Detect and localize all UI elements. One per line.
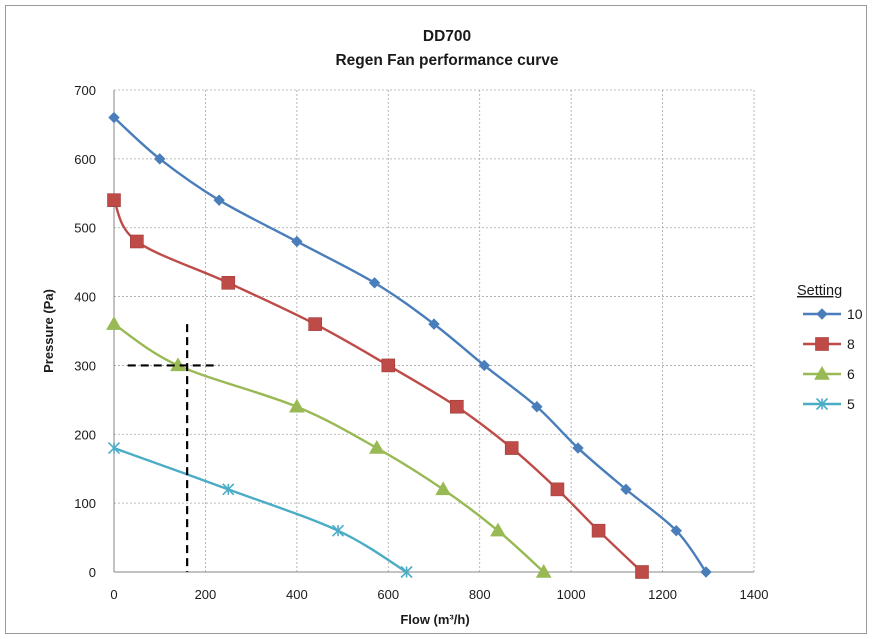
- x-tick-label: 1400: [740, 587, 769, 602]
- data-point-10: [531, 401, 543, 413]
- data-point-5: [331, 524, 345, 537]
- legend-item-10: 10: [803, 306, 863, 322]
- data-point-10: [108, 111, 120, 124]
- legend-label: 10: [847, 306, 863, 322]
- tick-labels: 0 200 400 600 800 1000 1200 1400 0 100 200 300 400 50…: [74, 83, 768, 602]
- reference-lines: [127, 324, 220, 572]
- data-point-6: [368, 440, 385, 454]
- x-tick-label: 600: [377, 587, 399, 602]
- y-tick-label: 400: [74, 290, 96, 305]
- grid: [114, 89, 755, 572]
- legend-marker: [816, 308, 828, 320]
- legend-label: 6: [847, 366, 855, 382]
- data-point-10: [670, 524, 682, 537]
- data-point-10: [291, 235, 303, 248]
- data-point-8: [381, 358, 396, 373]
- series-6: [106, 316, 552, 578]
- data-point-6: [535, 563, 552, 578]
- series-8: [107, 193, 649, 579]
- chart-title: DD700: [423, 28, 471, 45]
- data-point-6: [435, 481, 452, 496]
- y-tick-label: 500: [74, 221, 96, 236]
- legend-marker: [814, 365, 830, 380]
- data-point-6: [288, 398, 305, 413]
- y-tick-label: 300: [74, 358, 96, 373]
- data-point-10: [368, 277, 381, 289]
- data-point-8: [130, 234, 144, 249]
- x-axis-label: Flow (m³/h): [400, 612, 469, 627]
- data-point-8: [550, 482, 565, 497]
- y-axis-label: Pressure (Pa): [41, 289, 56, 373]
- data-point-8: [221, 275, 236, 290]
- y-tick-label: 200: [74, 427, 96, 442]
- legend-title: Setting: [797, 283, 842, 299]
- data-point-10: [700, 566, 712, 578]
- x-tick-label: 1200: [648, 587, 677, 602]
- y-tick-label: 600: [74, 152, 96, 167]
- y-tick-label: 0: [89, 565, 96, 580]
- legend-item-5: 5: [803, 396, 855, 412]
- data-point-10: [478, 359, 490, 372]
- legend-label: 8: [847, 336, 855, 352]
- y-tick-label: 100: [74, 496, 96, 511]
- chart-frame: [5, 5, 867, 634]
- data-point-8: [504, 441, 519, 455]
- y-tick-label: 700: [74, 83, 96, 98]
- legend-marker: [815, 397, 829, 411]
- data-point-8: [635, 565, 649, 579]
- x-tick-label: 0: [110, 587, 117, 602]
- legend-label: 5: [847, 396, 855, 412]
- data-point-10: [620, 483, 632, 496]
- data-point-10: [154, 153, 166, 165]
- data-point-6: [490, 522, 506, 537]
- data-point-5: [400, 565, 413, 579]
- data-point-6: [106, 316, 122, 330]
- x-tick-label: 1000: [557, 587, 586, 602]
- x-tick-label: 800: [469, 587, 491, 602]
- data-point-8: [107, 193, 121, 207]
- data-point-5: [222, 483, 235, 496]
- data-point-10: [572, 442, 584, 454]
- series-layer: [106, 111, 712, 579]
- legend: Setting 10 8 6 5: [797, 283, 863, 412]
- chart-subtitle: Regen Fan performance curve: [335, 52, 558, 69]
- data-point-5: [107, 441, 121, 455]
- series-line-8: [112, 199, 643, 573]
- series-10: [108, 111, 712, 578]
- legend-marker: [815, 337, 829, 351]
- data-point-8: [450, 399, 464, 414]
- data-point-8: [308, 317, 322, 331]
- x-tick-label: 200: [195, 587, 217, 602]
- data-point-8: [591, 523, 606, 538]
- x-tick-label: 400: [286, 587, 308, 602]
- legend-item-8: 8: [803, 336, 855, 352]
- legend-item-6: 6: [803, 365, 855, 382]
- series-line-10: [113, 116, 707, 573]
- series-line-5: [113, 446, 408, 574]
- data-point-10: [428, 318, 440, 330]
- series-5: [107, 441, 413, 579]
- axes: [113, 90, 754, 573]
- data-point-10: [213, 194, 225, 206]
